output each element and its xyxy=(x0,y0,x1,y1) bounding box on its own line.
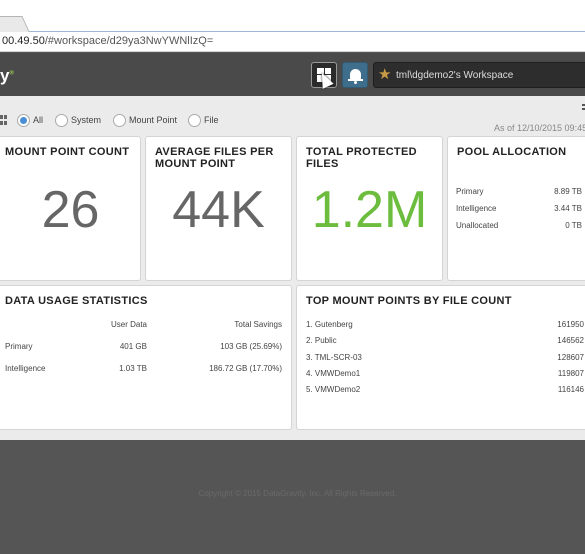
mount-point-count-card[interactable]: MOUNT POINT COUNT 26 xyxy=(0,136,141,281)
mount-point-count: 161950 xyxy=(557,320,584,329)
url-path: /#workspace/d29ya3NwYWNlIzQ= xyxy=(44,35,214,47)
pool-row-value: 8.89 TB xyxy=(554,187,582,196)
logo-text: y xyxy=(0,66,10,85)
total-protected-files-value: 1.2M xyxy=(311,181,428,239)
card-title: POOL ALLOCATION xyxy=(457,146,567,158)
top-mount-points-card[interactable]: TOP MOUNT POINTS BY FILE COUNT 1. Gutenb… xyxy=(296,285,585,430)
pool-row-label: Primary xyxy=(456,187,484,196)
pool-row-value: 0 TB xyxy=(565,221,582,230)
url-host: 00.49.50 xyxy=(2,35,45,47)
as-of-timestamp: As of 12/10/2015 09:45 xyxy=(494,123,585,133)
workspace-selector[interactable]: ★ tml\dgdemo2's Workspace xyxy=(373,62,585,88)
app-header: y® ★ tml\dgdemo2's Workspace xyxy=(0,53,585,96)
filter-system-label: System xyxy=(71,115,102,125)
data-usage-statistics-card[interactable]: DATA USAGE STATISTICS User Data Total Sa… xyxy=(0,285,292,430)
usage-row-label: Intelligence xyxy=(5,364,46,373)
usage-row-user: 401 GB xyxy=(119,342,147,351)
user-data-header: User Data xyxy=(110,320,147,329)
card-title: DATA USAGE STATISTICS xyxy=(5,295,148,307)
url-text[interactable]: 00.49.50/#workspace/d29ya3NwYWNlIzQ= xyxy=(2,35,213,47)
card-title: AVERAGE FILES PER MOUNT POINT xyxy=(155,146,274,170)
usage-row-savings: 186.72 GB (17.70%) xyxy=(209,364,282,373)
radio-all[interactable] xyxy=(17,114,30,127)
average-files-value: 44K xyxy=(172,181,265,239)
logo[interactable]: y® xyxy=(0,66,14,85)
card-title: MOUNT POINT COUNT xyxy=(5,146,130,158)
radio-mount-point[interactable] xyxy=(113,114,126,127)
pool-row-value: 3.44 TB xyxy=(554,204,582,213)
filter-file-label: File xyxy=(204,115,219,125)
mount-point-name[interactable]: 1. Gutenberg xyxy=(306,320,353,329)
average-files-card[interactable]: AVERAGE FILES PER MOUNT POINT 44K xyxy=(145,136,292,281)
mount-point-name[interactable]: 2. Public xyxy=(306,336,337,345)
radio-system[interactable] xyxy=(55,114,68,127)
mount-point-name[interactable]: 4. VMWDemo1 xyxy=(306,369,361,378)
address-bar[interactable]: 00.49.50/#workspace/d29ya3NwYWNlIzQ= xyxy=(0,32,585,52)
layout-button[interactable] xyxy=(311,62,337,88)
pool-row-label: Unallocated xyxy=(456,221,499,230)
more-options-icon[interactable] xyxy=(582,104,585,113)
usage-row-savings: 103 GB (25.69%) xyxy=(220,342,282,351)
mount-point-count: 119807 xyxy=(557,369,584,378)
usage-row-label: Primary xyxy=(5,342,33,351)
pool-row-label: Intelligence xyxy=(456,204,497,213)
mount-point-count: 116146 xyxy=(557,385,584,394)
grid-view-icon[interactable] xyxy=(0,115,7,126)
mount-point-name[interactable]: 3. TML-SCR-03 xyxy=(306,353,362,362)
footer-copyright: Copyright © 2015 DataGravity, Inc. All R… xyxy=(198,489,397,498)
mount-point-count: 128607 xyxy=(557,353,584,362)
star-icon[interactable]: ★ xyxy=(378,66,392,83)
mount-point-count-value: 26 xyxy=(41,181,100,239)
workspace-name: tml\dgdemo2's Workspace xyxy=(396,70,514,81)
pool-allocation-card[interactable]: POOL ALLOCATION Primary 8.89 TB Intellig… xyxy=(447,136,585,281)
mount-point-name[interactable]: 5. VMWDemo2 xyxy=(306,385,361,394)
mount-point-count: 146562 xyxy=(557,336,584,345)
workspace-area: All System Mount Point File As of 12/10/… xyxy=(0,96,585,440)
total-savings-header: Total Savings xyxy=(234,320,282,329)
usage-row-user: 1.03 TB xyxy=(119,364,147,373)
card-title: TOTAL PROTECTED FILES xyxy=(306,146,417,170)
browser-tab[interactable] xyxy=(0,16,30,32)
browser-tab-bar xyxy=(0,0,585,32)
notifications-button[interactable] xyxy=(342,62,368,88)
filter-mount-point-label: Mount Point xyxy=(129,115,178,125)
filter-all-label: All xyxy=(33,115,44,125)
card-title: TOP MOUNT POINTS BY FILE COUNT xyxy=(306,295,512,307)
total-protected-files-card[interactable]: TOTAL PROTECTED FILES 1.2M xyxy=(296,136,443,281)
radio-file[interactable] xyxy=(188,114,201,127)
